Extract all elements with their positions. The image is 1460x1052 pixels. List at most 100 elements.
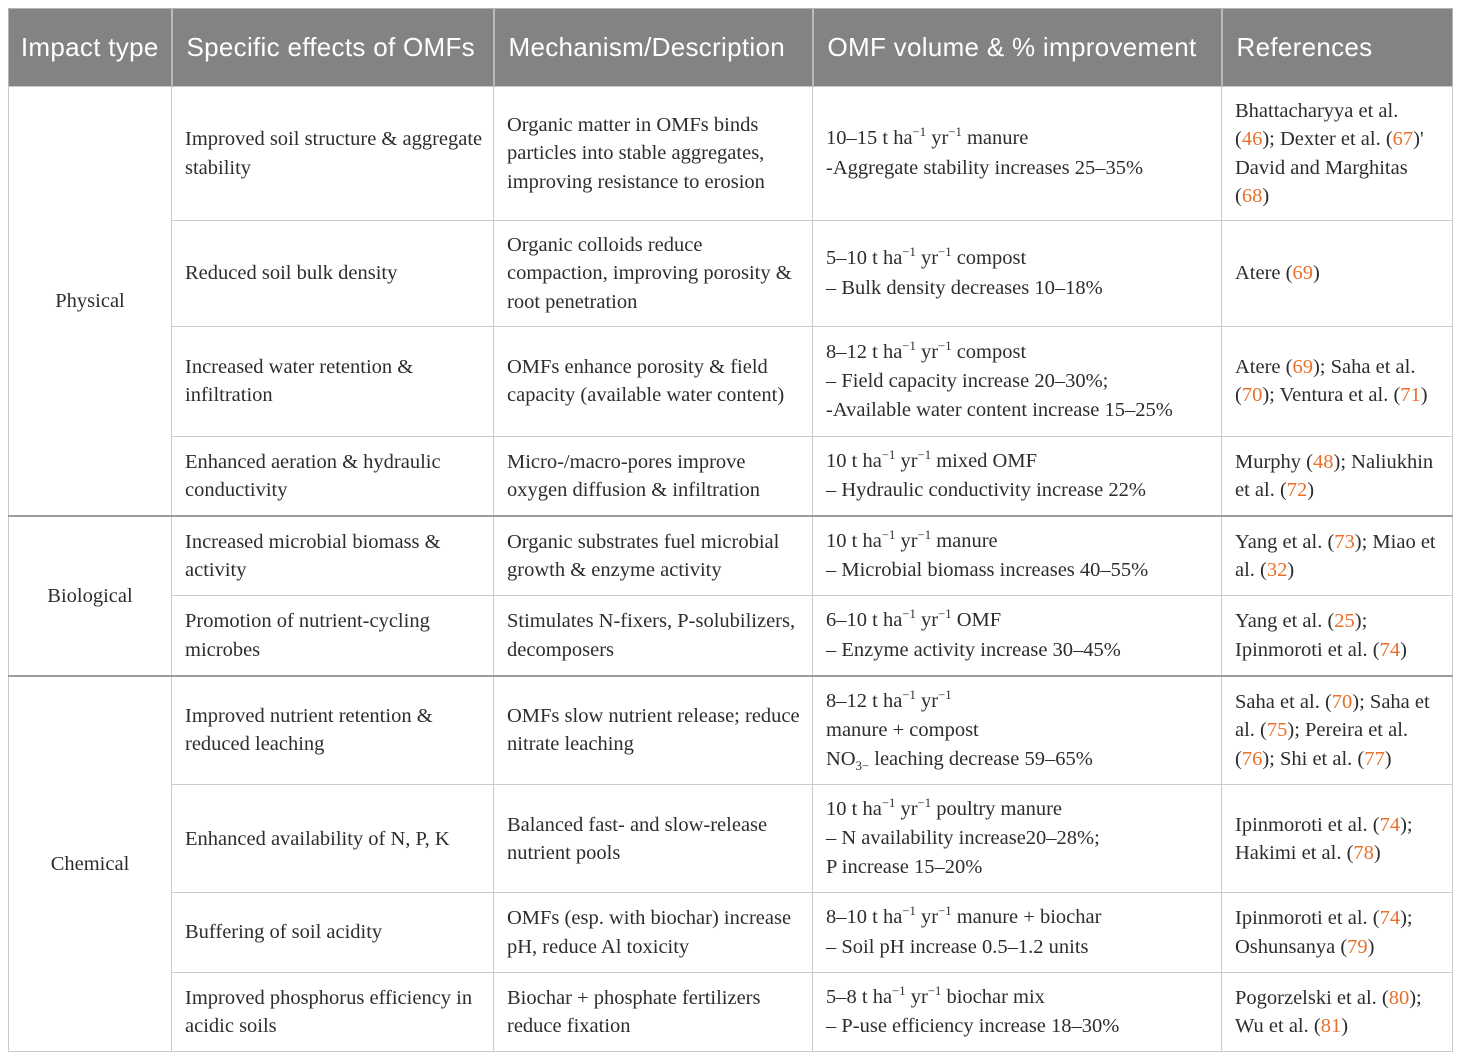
volume-line: 5–10 t ha−1 yr−1 compost bbox=[826, 245, 1027, 270]
references-cell: Ipinmoroti et al. (74); Oshunsanya (79) bbox=[1221, 892, 1453, 973]
table-row: Increased water retention & infiltration… bbox=[9, 325, 1453, 437]
citation-number: 74 bbox=[1379, 813, 1401, 836]
volume-line: – P-use efficiency increase 18–30% bbox=[826, 1014, 1120, 1037]
references-cell: Yang et al. (73); Miao et al. (32) bbox=[1221, 515, 1453, 597]
column-header-mechanism: Mechanism/Description bbox=[492, 8, 813, 87]
omf-effects-table: Impact type Specific effects of OMFs Mec… bbox=[8, 8, 1453, 1052]
citation-number: 73 bbox=[1334, 531, 1355, 554]
table-body: Physical Improved soil structure & aggreg… bbox=[8, 85, 1453, 1052]
citation-number: 67 bbox=[1392, 128, 1414, 151]
volume-line: – Field capacity increase 20–30%; bbox=[826, 369, 1109, 392]
impact-type-cell: Biological bbox=[8, 515, 172, 677]
volume-line: 10 t ha−1 yr−1 poultry manure bbox=[826, 796, 1063, 821]
omf-volume-cell: 5–8 t ha−1 yr−1 biochar mix – P-use effic… bbox=[812, 971, 1222, 1052]
omf-volume-cell: 10–15 t ha−1 yr−1 manure -Aggregate stabi… bbox=[812, 85, 1222, 222]
omf-volume-cell: 10 t ha−1 yr−1 poultry manure – N availab… bbox=[812, 784, 1222, 894]
mechanism-cell: Micro-/macro-pores improve oxygen diffus… bbox=[493, 435, 813, 517]
table-row: Buffering of soil acidity OMFs (esp. with… bbox=[9, 892, 1453, 973]
table-row: Enhanced aeration & hydraulic conductivi… bbox=[9, 435, 1453, 517]
specific-effect-cell: Improved nutrient retention & reduced le… bbox=[171, 674, 494, 786]
references-cell: Atere (69); Saha et al. (70); Ventura et… bbox=[1221, 325, 1453, 437]
table-row: Biological Increased microbial biomass & … bbox=[8, 515, 1453, 677]
references-cell: Pogorzelski et al. (80); Wu et al. (81) bbox=[1221, 971, 1453, 1052]
table-header-row: Impact type Specific effects of OMFs Mec… bbox=[8, 8, 1453, 87]
specific-effect-cell: Enhanced aeration & hydraulic conductivi… bbox=[171, 435, 494, 517]
mechanism-cell: OMFs slow nutrient release; reduce nitra… bbox=[493, 674, 813, 786]
citation-number: 68 bbox=[1241, 184, 1263, 207]
table-row: Physical Improved soil structure & aggreg… bbox=[8, 85, 1453, 517]
omf-volume-cell: 8–12 t ha−1 yr−1 compost – Field capacity… bbox=[812, 325, 1222, 437]
volume-line: P increase 15–20% bbox=[826, 856, 983, 879]
mechanism-cell: Stimulates N-fixers, P-solubilizers, dec… bbox=[493, 595, 813, 677]
omf-volume-cell: 8–10 t ha−1 yr−1 manure + biochar – Soil … bbox=[812, 892, 1222, 973]
specific-effect-cell: Enhanced availability of N, P, K bbox=[171, 784, 494, 894]
citation-number: 32 bbox=[1266, 559, 1288, 582]
volume-line: NO3− leaching decrease 59–65% bbox=[826, 747, 1093, 774]
column-header-omf-volume: OMF volume & % improvement bbox=[811, 8, 1222, 87]
specific-effect-cell: Reduced soil bulk density bbox=[171, 220, 494, 327]
volume-line: – Microbial biomass increases 40–55% bbox=[826, 559, 1149, 582]
citation-number: 78 bbox=[1353, 841, 1374, 864]
table-row: Reduced soil bulk density Organic colloid… bbox=[9, 220, 1453, 327]
paper-table-page: Impact type Specific effects of OMFs Mec… bbox=[8, 8, 1453, 1052]
citation-number: 77 bbox=[1364, 747, 1385, 770]
references-cell: Yang et al. (25); Ipinmoroti et al. (74) bbox=[1221, 595, 1453, 677]
citation-number: 74 bbox=[1379, 907, 1401, 930]
citation-number: 46 bbox=[1241, 128, 1263, 151]
citation-number: 72 bbox=[1286, 479, 1308, 502]
mechanism-cell: Biochar + phosphate fertilizers reduce f… bbox=[493, 971, 813, 1052]
citation-number: 48 bbox=[1313, 450, 1334, 473]
specific-effect-cell: Improved phosphorus efficiency in acidic… bbox=[171, 971, 494, 1052]
citation-number: 74 bbox=[1379, 638, 1401, 661]
mechanism-cell: Organic colloids reduce compaction, impr… bbox=[493, 220, 813, 327]
column-header-impact-type: Impact type bbox=[8, 8, 172, 87]
references-cell: Bhattacharyya et al. (46); Dexter et al.… bbox=[1221, 85, 1453, 222]
omf-volume-cell: 10 t ha−1 yr−1 mixed OMF – Hydraulic cond… bbox=[812, 435, 1222, 517]
citation-number: 69 bbox=[1292, 262, 1313, 285]
omf-volume-cell: 6–10 t ha−1 yr−1 OMF – Enzyme activity in… bbox=[812, 595, 1222, 677]
specific-effect-cell: Promotion of nutrient-cycling microbes bbox=[171, 595, 494, 677]
citation-number: 25 bbox=[1334, 610, 1355, 633]
volume-line: 8–12 t ha−1 yr−1 compost bbox=[826, 338, 1027, 363]
references-cell: Murphy (48); Naliukhin et al. (72) bbox=[1221, 435, 1453, 517]
column-header-specific-effects: Specific effects of OMFs bbox=[170, 8, 494, 87]
volume-line: – Soil pH increase 0.5–1.2 units bbox=[826, 935, 1089, 958]
omf-volume-cell: 8–12 t ha−1 yr−1 manure + compost NO3− lea… bbox=[812, 674, 1222, 786]
volume-line: 10 t ha−1 yr−1 mixed OMF bbox=[826, 448, 1037, 472]
volume-line: -Aggregate stability increases 25–35% bbox=[826, 156, 1144, 179]
references-cell: Saha et al. (70); Saha et al. (75); Pere… bbox=[1221, 674, 1453, 786]
citation-number: 81 bbox=[1320, 1014, 1342, 1037]
citation-number: 80 bbox=[1388, 986, 1410, 1009]
citation-number: 79 bbox=[1347, 935, 1368, 958]
volume-line: manure + compost bbox=[826, 718, 979, 741]
table-row: Improved phosphorus efficiency in acidic… bbox=[9, 971, 1453, 1052]
specific-effect-cell: Improved soil structure & aggregate stab… bbox=[171, 85, 494, 222]
citation-number: 76 bbox=[1241, 747, 1263, 770]
citation-number: 69 bbox=[1292, 356, 1313, 379]
volume-line: 5–8 t ha−1 yr−1 biochar mix bbox=[826, 983, 1045, 1008]
references-cell: Ipinmoroti et al. (74); Hakimi et al. (7… bbox=[1221, 784, 1453, 894]
volume-line: 10–15 t ha−1 yr−1 manure bbox=[826, 125, 1029, 150]
volume-line: 8–12 t ha−1 yr−1 bbox=[826, 687, 952, 712]
mechanism-cell: Organic matter in OMFs binds particles i… bbox=[493, 85, 813, 222]
mechanism-cell: Organic substrates fuel microbial growth… bbox=[493, 515, 813, 597]
volume-line: 10 t ha−1 yr−1 manure bbox=[826, 528, 998, 553]
mechanism-cell: Balanced fast- and slow-release nutrient… bbox=[493, 784, 813, 894]
volume-line: 8–10 t ha−1 yr−1 manure + biochar bbox=[826, 904, 1102, 929]
specific-effect-cell: Increased water retention & infiltration bbox=[171, 325, 494, 437]
mechanism-cell: OMFs enhance porosity & field capacity (… bbox=[493, 325, 813, 437]
table-row: Promotion of nutrient-cycling microbes St… bbox=[9, 595, 1453, 677]
impact-type-cell: Chemical bbox=[8, 674, 172, 1052]
omf-volume-cell: 10 t ha−1 yr−1 manure – Microbial biomass… bbox=[812, 515, 1222, 597]
volume-line: – Bulk density decreases 10–18% bbox=[826, 276, 1103, 299]
volume-line: 6–10 t ha−1 yr−1 OMF bbox=[826, 607, 1002, 632]
volume-line: – Enzyme activity increase 30–45% bbox=[826, 638, 1121, 661]
specific-effect-cell: Buffering of soil acidity bbox=[171, 892, 494, 973]
references-cell: Atere (69) bbox=[1221, 220, 1453, 327]
column-header-references: References bbox=[1220, 8, 1453, 87]
citation-number: 70 bbox=[1241, 384, 1263, 407]
citation-number: 75 bbox=[1266, 719, 1288, 742]
volume-line: -Available water content increase 15–25% bbox=[826, 399, 1173, 422]
table-row: Enhanced availability of N, P, K Balanced… bbox=[9, 784, 1453, 894]
citation-number: 71 bbox=[1400, 384, 1421, 407]
